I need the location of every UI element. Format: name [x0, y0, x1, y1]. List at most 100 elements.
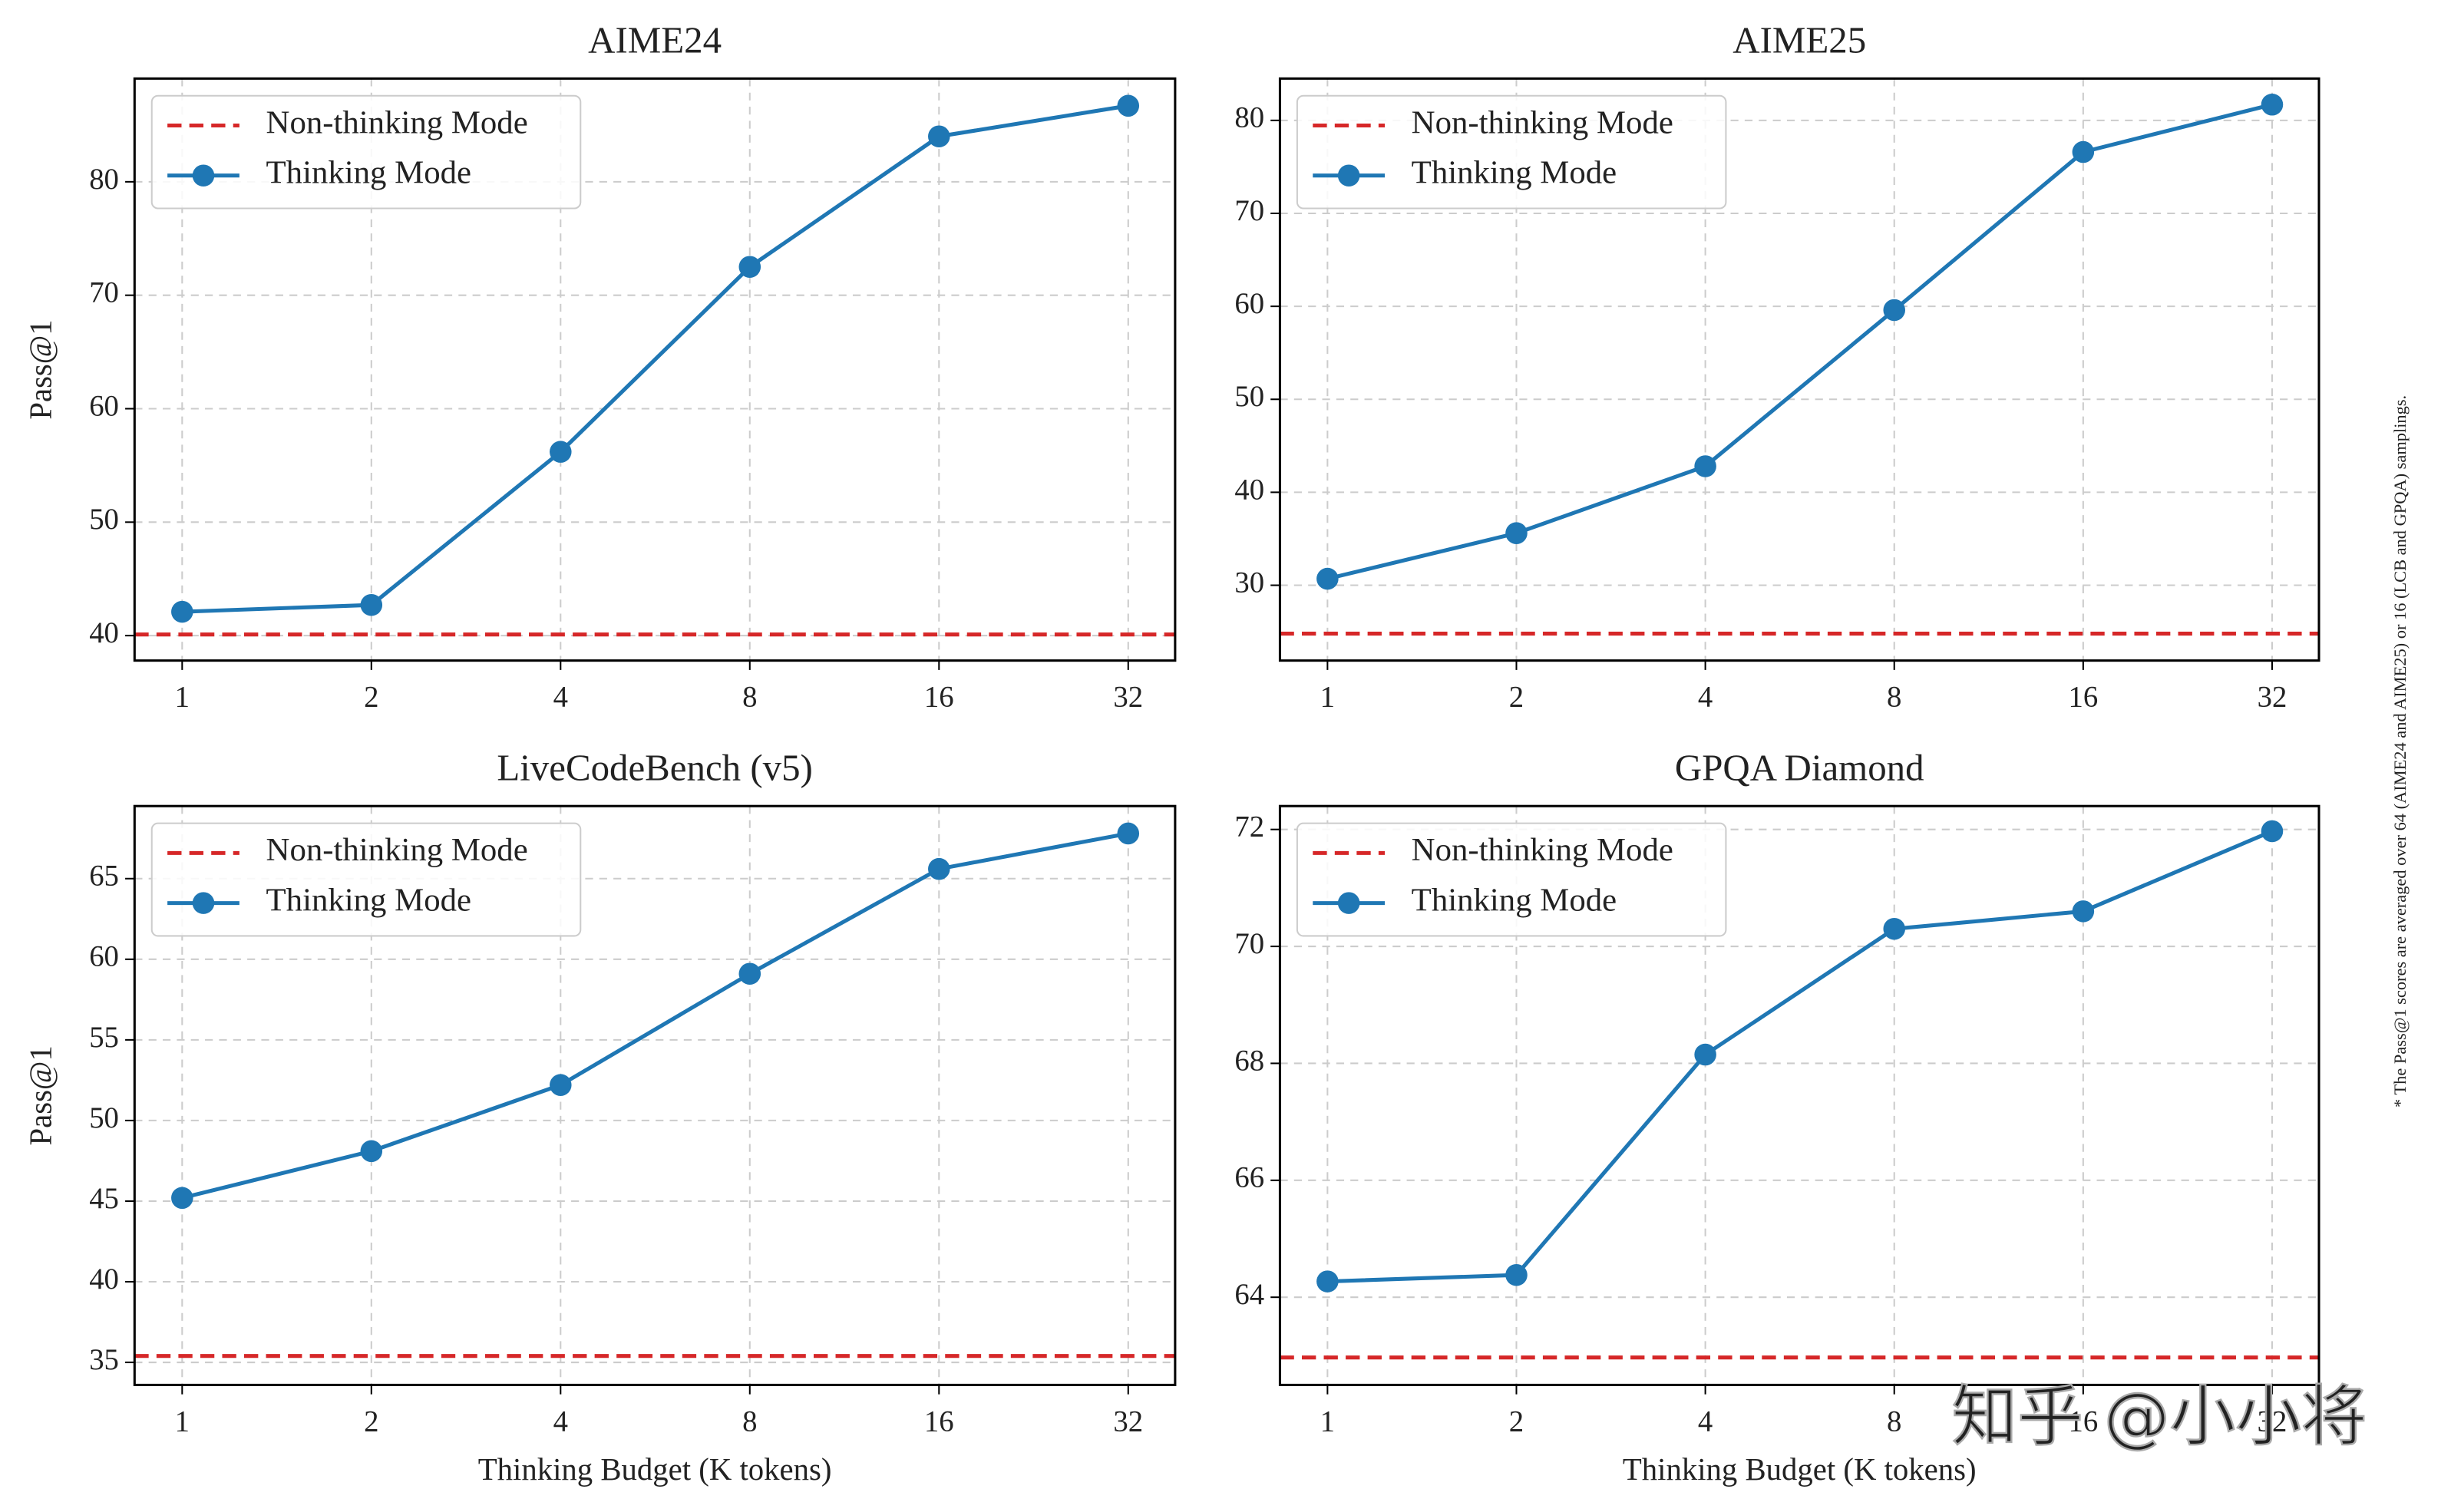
- x-tick-label: 1: [1320, 1405, 1335, 1438]
- y-tick-label: 60: [89, 389, 119, 422]
- y-tick-label: 80: [89, 163, 119, 196]
- axes-frame: [1278, 804, 2320, 1386]
- y-tick-label: 40: [89, 1263, 119, 1296]
- axes-frame: [133, 77, 1177, 662]
- legend-label: Non-thinking Mode: [266, 832, 528, 868]
- legend-label: Thinking Mode: [266, 882, 471, 918]
- point: [1883, 917, 1906, 940]
- y-tick-label: 35: [89, 1343, 119, 1376]
- legend-label: Thinking Mode: [266, 155, 471, 191]
- legend-box: [150, 822, 582, 937]
- y-tick-label: 50: [89, 503, 119, 536]
- x-tick-label: 4: [1698, 681, 1713, 714]
- x-axis-label: Thinking Budget (K tokens): [1623, 1452, 1977, 1487]
- x-tick-label: 32: [1113, 1405, 1143, 1438]
- y-tick-label: 60: [89, 940, 119, 973]
- y-tick-label: 40: [1234, 473, 1264, 506]
- x-tick-label: 1: [1320, 681, 1335, 714]
- point: [360, 1140, 383, 1163]
- y-tick-label: 70: [1234, 927, 1264, 960]
- point: [2261, 93, 2284, 116]
- x-tick-label: 16: [2068, 1405, 2098, 1438]
- point: [1117, 822, 1140, 845]
- axes-frame: [133, 804, 1177, 1386]
- point: [2072, 140, 2095, 163]
- x-tick-label: 1: [175, 1405, 190, 1438]
- x-tick-label: 2: [364, 1405, 378, 1438]
- x-tick-label: 4: [553, 1405, 568, 1438]
- y-tick-label: 55: [89, 1021, 119, 1054]
- x-tick-label: 4: [1698, 1405, 1713, 1438]
- y-tick-label: 45: [89, 1182, 119, 1215]
- y-tick-label: 50: [1234, 380, 1264, 413]
- point: [738, 962, 761, 985]
- x-tick-label: 32: [1113, 681, 1143, 714]
- x-tick-label: 2: [1509, 681, 1524, 714]
- point: [2261, 820, 2284, 843]
- y-tick-label: 50: [89, 1101, 119, 1134]
- point: [1883, 299, 1906, 322]
- point: [928, 125, 950, 148]
- point: [1694, 1043, 1716, 1066]
- y-tick-label: 66: [1234, 1161, 1264, 1194]
- x-tick-label: 32: [2258, 681, 2287, 714]
- legend-label: Thinking Mode: [1412, 155, 1617, 191]
- y-tick-label: 68: [1234, 1044, 1264, 1077]
- x-tick-label: 16: [2068, 681, 2098, 714]
- subplot-title: LiveCodeBench (v5): [497, 747, 813, 789]
- x-tick-label: 16: [924, 681, 954, 714]
- subplot: 1 2 4 8 16 32 40 50 60 70 80 AIME24 Pass@1 Non-thinki…: [23, 19, 1177, 714]
- axes-frame: [1278, 77, 2320, 662]
- footnote: * The Pass@1 scores are averaged over 64…: [2390, 395, 2410, 1108]
- point: [928, 857, 950, 880]
- point: [360, 593, 383, 616]
- series-line: [182, 104, 1129, 614]
- y-tick-label: 80: [1234, 101, 1264, 134]
- y-tick-label: 70: [89, 276, 119, 309]
- x-tick-label: 32: [2258, 1405, 2287, 1438]
- subplot-title: AIME24: [588, 19, 722, 61]
- series-line: [181, 831, 1129, 1200]
- point: [171, 1187, 193, 1210]
- x-tick-label: 8: [1887, 681, 1901, 714]
- x-tick-label: 2: [1509, 1405, 1524, 1438]
- legend-label: Non-thinking Mode: [1412, 832, 1673, 868]
- legend-marker: [1337, 892, 1360, 914]
- x-axis-label: Thinking Budget (K tokens): [478, 1452, 832, 1487]
- point: [1316, 1270, 1339, 1292]
- y-tick-label: 60: [1234, 287, 1264, 320]
- point: [2072, 900, 2095, 923]
- point: [738, 256, 761, 278]
- legend-marker: [192, 164, 215, 187]
- subplot: 1 2 4 8 16 32 64 66 68 70 72 GPQA Diamond Thinking B…: [1234, 747, 2320, 1487]
- point: [1505, 1263, 1528, 1286]
- point: [171, 600, 193, 623]
- point: [1694, 455, 1716, 477]
- point: [550, 1074, 572, 1096]
- subplot-title: GPQA Diamond: [1675, 747, 1924, 789]
- watermark: 知乎 @小小将: [1952, 1379, 2367, 1455]
- x-tick-label: 16: [924, 1405, 954, 1438]
- legend-marker: [192, 892, 215, 914]
- y-tick-label: 64: [1234, 1278, 1264, 1311]
- legend-box: [1296, 94, 1727, 210]
- point: [1117, 94, 1140, 117]
- y-axis-label: Pass@1: [23, 319, 58, 419]
- x-tick-label: 8: [742, 1405, 757, 1438]
- y-tick-label: 65: [89, 860, 119, 893]
- subplot: 1 2 4 8 16 32 30 40 50 60 70 80 AIME25 Non-thinking M…: [1234, 19, 2320, 714]
- point: [550, 441, 572, 463]
- x-tick-label: 8: [742, 681, 757, 714]
- subplot: 1 2 4 8 16 32 35 40 45 50 55 60 65 LiveCodeBench (v5)…: [23, 747, 1177, 1487]
- legend-box: [150, 94, 582, 210]
- legend-box: [1296, 822, 1727, 937]
- point: [1505, 522, 1528, 544]
- y-tick-label: 70: [1234, 194, 1264, 227]
- legend-label: Non-thinking Mode: [1412, 104, 1673, 140]
- legend-label: Non-thinking Mode: [266, 104, 528, 140]
- x-tick-label: 1: [175, 681, 190, 714]
- y-tick-label: 30: [1234, 566, 1264, 599]
- point: [1316, 567, 1339, 590]
- y-axis-label: Pass@1: [23, 1045, 58, 1145]
